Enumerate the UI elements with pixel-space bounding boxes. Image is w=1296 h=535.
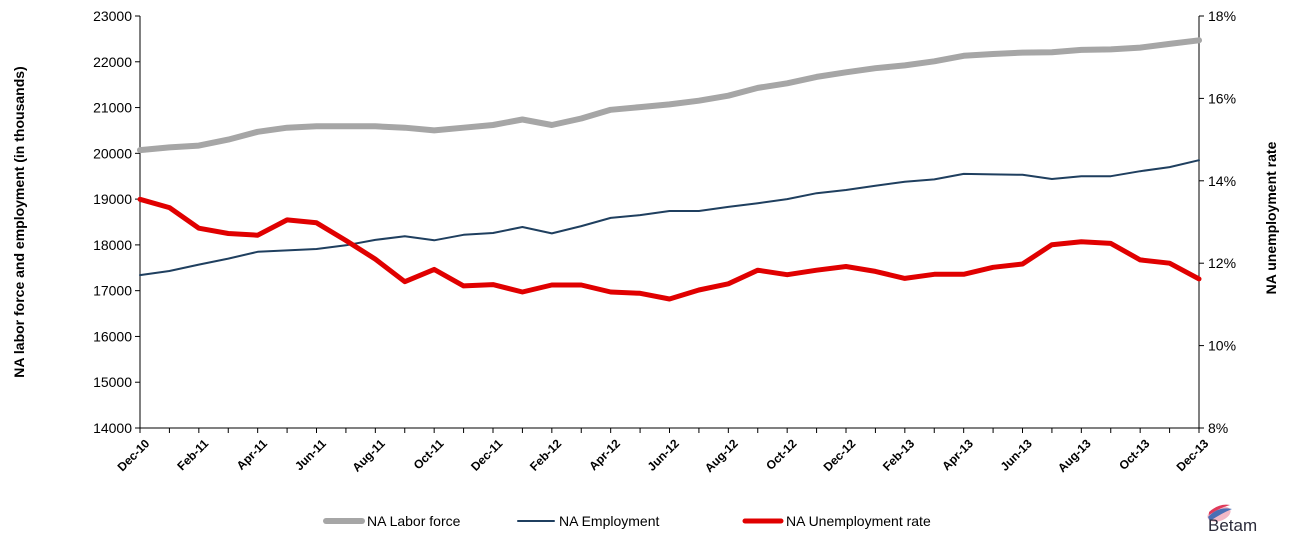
right-tick-label: 8% bbox=[1208, 420, 1228, 436]
series-line-na-employment bbox=[139, 159, 1200, 277]
left-tick-label: 20000 bbox=[93, 145, 132, 161]
x-tick-label: Feb-11 bbox=[174, 436, 211, 473]
right-tick-label: 16% bbox=[1208, 90, 1236, 106]
betam-logo: Betam bbox=[1207, 504, 1257, 535]
logo-swirl-icon bbox=[1209, 504, 1230, 515]
right-tick-label: 18% bbox=[1208, 8, 1236, 24]
left-tick-label: 14000 bbox=[93, 420, 132, 436]
right-y-axis: 8% 10% 12% 14% 16% 18% bbox=[1198, 8, 1236, 436]
x-tick-label: Aug-11 bbox=[349, 436, 387, 474]
x-tick-label: Apr-12 bbox=[586, 436, 623, 473]
x-tick-label: Dec-13 bbox=[1174, 436, 1212, 474]
left-tick-label: 17000 bbox=[93, 283, 132, 299]
x-tick-label: Apr-13 bbox=[939, 436, 976, 473]
left-tick-label: 23000 bbox=[93, 8, 132, 24]
right-tick-label: 14% bbox=[1208, 173, 1236, 189]
right-tick-label: 12% bbox=[1208, 255, 1236, 271]
left-y-axis: 14000 15000 16000 17000 18000 19000 20000 21000… bbox=[93, 8, 141, 436]
legend: NA Labor force NA Employment NA Unemployme… bbox=[323, 513, 931, 529]
series-layer bbox=[137, 37, 1202, 302]
right-axis-title: NA unemployment rate bbox=[1263, 141, 1279, 294]
left-tick-label: 22000 bbox=[93, 54, 132, 70]
x-tick-label: Feb-12 bbox=[527, 436, 564, 473]
x-tick-label: Jun-13 bbox=[998, 436, 1035, 473]
x-tick-label: Dec-10 bbox=[115, 436, 153, 474]
series-line-na-labor-force bbox=[137, 37, 1202, 154]
logo-swirl-icon bbox=[1208, 508, 1232, 521]
x-tick-label: Apr-11 bbox=[234, 436, 271, 473]
logo-text: Betam bbox=[1208, 516, 1257, 535]
x-tick-label: Feb-13 bbox=[880, 436, 917, 473]
x-tick-label: Oct-11 bbox=[411, 436, 447, 472]
x-tick-label: Aug-13 bbox=[1055, 436, 1094, 475]
left-tick-label: 16000 bbox=[93, 328, 132, 344]
x-tick-label: Dec-11 bbox=[468, 436, 505, 473]
x-tick-label: Aug-12 bbox=[702, 436, 741, 475]
x-tick-label: Jun-11 bbox=[292, 436, 329, 473]
left-tick-label: 21000 bbox=[93, 100, 132, 116]
left-tick-label: 18000 bbox=[93, 237, 132, 253]
series-line-na-unemployment-rate bbox=[137, 196, 1202, 302]
x-tick-label: Oct-13 bbox=[1116, 436, 1153, 473]
left-tick-label: 15000 bbox=[93, 374, 132, 390]
left-axis-title: NA labor force and employment (in thousa… bbox=[11, 66, 27, 377]
left-tick-label: 19000 bbox=[93, 191, 132, 207]
legend-label: NA Unemployment rate bbox=[786, 513, 931, 529]
x-tick-label: Dec-12 bbox=[821, 436, 859, 474]
right-tick-label: 10% bbox=[1208, 338, 1236, 354]
x-axis: Dec-10 Feb-11 Apr-11 Jun-11 Aug-11 Oct-11 Dec-… bbox=[115, 427, 1212, 475]
legend-label: NA Employment bbox=[559, 513, 659, 529]
legend-label: NA Labor force bbox=[367, 513, 461, 529]
x-tick-label: Jun-12 bbox=[645, 436, 682, 473]
x-tick-label: Oct-12 bbox=[763, 436, 800, 473]
